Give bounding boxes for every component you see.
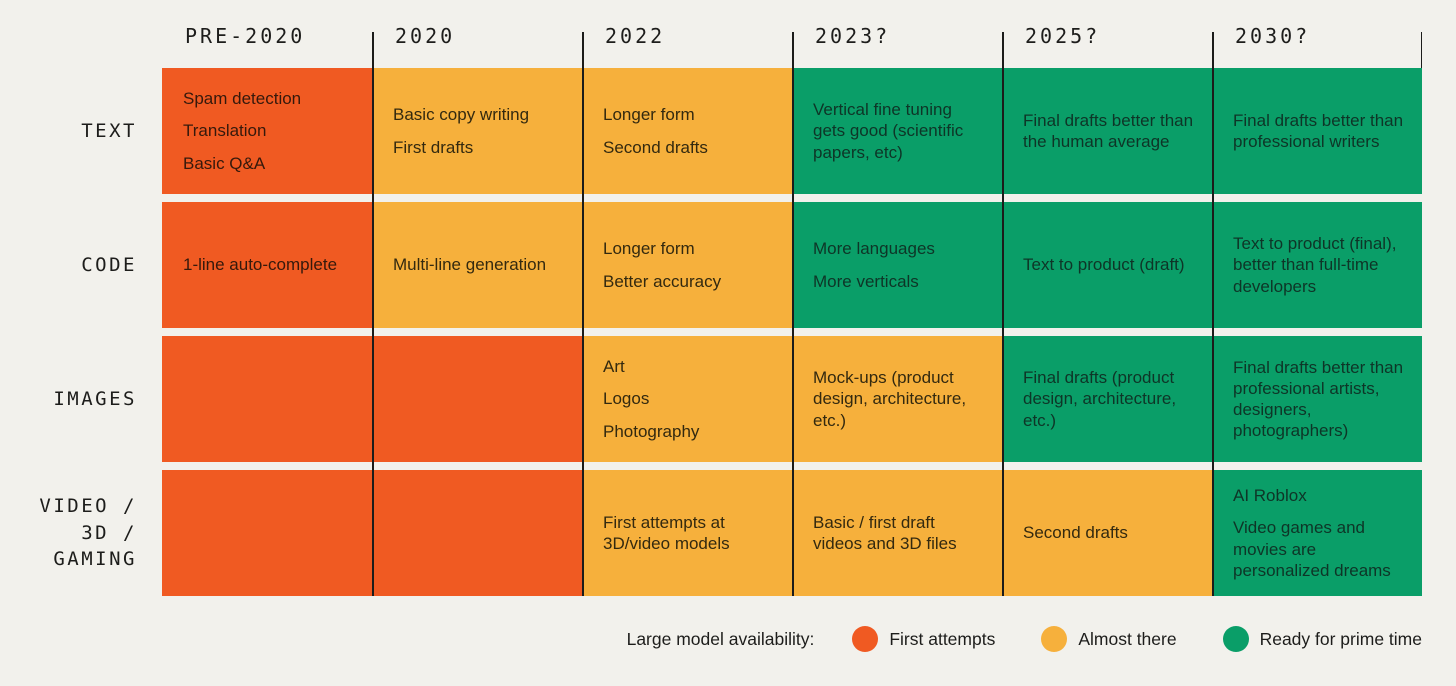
matrix-cell [372, 336, 582, 462]
cell-text: Better accuracy [603, 271, 722, 291]
row-label-line: 3D / [81, 521, 137, 544]
matrix-cell: First attempts at 3D/video models [582, 470, 792, 596]
legend-dot-ready [1222, 626, 1249, 652]
column-divider-line [582, 32, 584, 596]
row-label-line: CODE [81, 253, 137, 276]
cell-text: Final drafts (product design, architectu… [1023, 368, 1177, 430]
cell-text: Multi-line generation [393, 255, 547, 275]
matrix-cell: Vertical fine tuning gets good (scientif… [792, 68, 1002, 194]
cell-text: First attempts at 3D/video models [603, 512, 730, 553]
row-label: TEXT [0, 68, 162, 194]
cell-text: Longer form [603, 105, 695, 125]
matrix-cell: Final drafts better than professional wr… [1212, 68, 1422, 194]
legend-item: Ready for prime time [1222, 626, 1422, 652]
cell-text: Art [603, 357, 625, 377]
cell-text: Longer form [603, 239, 695, 259]
legend-item: First attempts [852, 626, 995, 652]
column-header: 2025? [1025, 24, 1101, 48]
legend-dot-almost-there [1041, 626, 1068, 652]
cell-text: Basic Q&A [183, 153, 266, 173]
matrix-cell: Text to product (final), better than ful… [1212, 202, 1422, 328]
column-header: 2022 [605, 24, 666, 48]
column-divider-line [372, 32, 374, 596]
column-divider-line [1002, 32, 1004, 596]
table-right-edge-tick [1420, 32, 1422, 68]
cell-text: Video games and movies are personalized … [1233, 518, 1391, 580]
legend-title: Large model availability: [626, 628, 815, 649]
matrix-cell: Longer form Better accuracy [582, 202, 792, 328]
cell-text: Logos [603, 389, 650, 409]
matrix-cell: Basic copy writing First drafts [372, 68, 582, 194]
column-header: PRE-2020 [185, 24, 306, 48]
matrix-cell: AI Roblox Video games and movies are pers… [1212, 470, 1422, 596]
matrix-cell: Multi-line generation [372, 202, 582, 328]
legend-item: Almost there [1041, 626, 1177, 652]
cell-text: Final drafts better than the human avera… [1023, 110, 1194, 151]
column-divider-line [1212, 32, 1214, 596]
legend-item-label: First attempts [889, 628, 996, 649]
legend: Large model availability: First attempts… [627, 626, 1422, 652]
cell-text: Second drafts [1023, 523, 1128, 543]
cell-text: Translation [183, 121, 267, 141]
matrix-cell: Text to product (draft) [1002, 202, 1212, 328]
matrix-cell: Art Logos Photography [582, 336, 792, 462]
row-label-line: IMAGES [53, 387, 137, 410]
matrix-cell: Final drafts better than the human avera… [1002, 68, 1212, 194]
matrix-cell: Basic / first draft videos and 3D files [792, 470, 1002, 596]
column-header: 2023? [815, 24, 891, 48]
legend-item-label: Ready for prime time [1259, 628, 1422, 649]
matrix-grid: PRE-2020 2020 2022 2023? 2025? 2030? TEXT Spam … [0, 24, 1422, 596]
cell-text: Vertical fine tuning gets good (scientif… [813, 100, 964, 162]
row-label-line: TEXT [81, 119, 137, 142]
column-divider-line [792, 32, 794, 596]
row-label-line: GAMING [53, 548, 137, 571]
cell-text: 1-line auto-complete [183, 255, 338, 275]
cell-text: Second drafts [603, 137, 708, 157]
cell-text: Text to product (draft) [1023, 255, 1185, 275]
matrix-cell: Longer form Second drafts [582, 68, 792, 194]
matrix-cell [162, 336, 372, 462]
matrix-cell: Mock-ups (product design, architecture, … [792, 336, 1002, 462]
cell-text: Mock-ups (product design, architecture, … [813, 368, 967, 430]
matrix-cell: 1-line auto-complete [162, 202, 372, 328]
cell-text: Final drafts better than professional wr… [1233, 110, 1404, 151]
cell-text: First drafts [393, 137, 474, 157]
cell-text: Final drafts better than professional ar… [1233, 357, 1404, 441]
cell-text: Basic / first draft videos and 3D files [813, 512, 957, 553]
legend-dot-first-attempts [852, 626, 879, 652]
cell-text: More languages [813, 239, 935, 259]
matrix-cell: Spam detection Translation Basic Q&A [162, 68, 372, 194]
legend-item-label: Almost there [1078, 628, 1177, 649]
column-header: 2020 [395, 24, 456, 48]
row-label: VIDEO / 3D / GAMING [0, 470, 162, 596]
cell-text: Photography [603, 421, 700, 441]
cell-text: More verticals [813, 271, 919, 291]
cell-text: Spam detection [183, 89, 302, 109]
cell-text: Text to product (final), better than ful… [1233, 234, 1397, 296]
matrix-cell: Second drafts [1002, 470, 1212, 596]
row-label: CODE [0, 202, 162, 328]
column-header: 2030? [1235, 24, 1311, 48]
cell-text: Basic copy writing [393, 105, 530, 125]
matrix-cell [372, 470, 582, 596]
matrix-cell [162, 470, 372, 596]
legend-items: First attempts Almost there Ready for prim… [852, 626, 1422, 652]
row-label-line: VIDEO / [39, 494, 137, 517]
cell-text: AI Roblox [1233, 486, 1307, 506]
matrix-cell: Final drafts better than professional ar… [1212, 336, 1422, 462]
matrix-cell: More languages More verticals [792, 202, 1002, 328]
row-label: IMAGES [0, 336, 162, 462]
matrix-cell: Final drafts (product design, architectu… [1002, 336, 1212, 462]
